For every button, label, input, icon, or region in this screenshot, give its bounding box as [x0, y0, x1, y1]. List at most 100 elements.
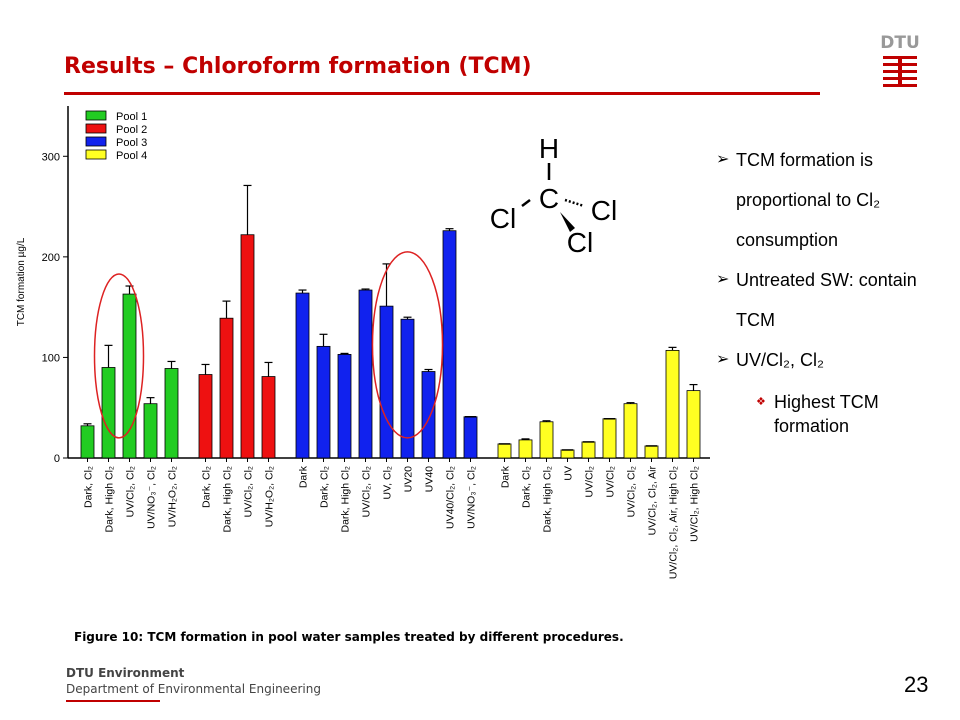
- x-tick-label: UV40/Cl₂, Cl₂: [445, 466, 457, 529]
- x-tick-label: UV/Cl₂: [605, 466, 617, 498]
- bar: [623, 403, 638, 459]
- x-tick-label: UV/H₂O₂, Cl₂: [167, 466, 179, 527]
- x-tick-label: UV20: [403, 466, 415, 492]
- legend-swatch: [85, 110, 107, 121]
- diamond-bullet-icon: ❖: [756, 396, 766, 408]
- x-tick-label: UV/Cl₂: [584, 466, 596, 498]
- bar: [122, 293, 137, 459]
- molecule-c-label: C: [539, 183, 559, 214]
- x-tick-label: Dark, High Cl₂: [542, 466, 554, 533]
- x-tick-label: Dark, Cl₂: [83, 466, 95, 508]
- arrow-bullet-icon: ➢: [716, 151, 730, 168]
- x-tick-label: UV/NO₃⁻, Cl₂: [146, 466, 158, 529]
- bar: [337, 354, 352, 459]
- slide-title: Results – Chloroform formation (TCM): [64, 54, 532, 79]
- bar: [261, 376, 276, 459]
- bar: [101, 367, 116, 459]
- title-underline: [64, 92, 820, 95]
- x-tick-label: UV/Cl₂, Cl₂: [125, 466, 137, 517]
- sub-bullet-text: Highest TCM formation: [774, 392, 879, 436]
- legend-label: Pool 2: [116, 124, 147, 136]
- bar: [80, 425, 95, 459]
- y-axis-label: TCM formation µg/L: [16, 237, 27, 326]
- bar: [518, 439, 533, 459]
- x-tick-label: Dark: [500, 465, 512, 488]
- bullet-item: ➢ UV/Cl₂, Cl₂: [716, 340, 946, 380]
- x-tick-label: Dark: [298, 465, 310, 488]
- bar: [198, 374, 213, 459]
- arrow-bullet-icon: ➢: [716, 271, 730, 288]
- legend-swatch: [85, 136, 107, 147]
- bar: [240, 234, 255, 459]
- legend-label: Pool 4: [116, 150, 147, 162]
- legend-label: Pool 1: [116, 111, 147, 123]
- x-tick-label: UV/Cl₂, Cl₂: [243, 466, 255, 517]
- x-tick-label: Dark, Cl₂: [319, 466, 331, 508]
- molecule-h-label: H: [539, 133, 559, 164]
- x-tick-label: UV/Cl₂, Cl₂, Air: [647, 466, 659, 536]
- y-tick-label: 0: [54, 453, 60, 465]
- legend-swatch: [85, 149, 107, 160]
- bar: [602, 418, 617, 459]
- bar: [539, 421, 554, 459]
- arrow-bullet-icon: ➢: [716, 351, 730, 368]
- x-tick-label: UV: [563, 466, 575, 481]
- bar: [665, 349, 680, 459]
- bar: [560, 449, 575, 459]
- bullet-list: ➢ TCM formation is proportional to Cl₂ co…: [716, 140, 946, 438]
- bullet-item: ➢ TCM formation is proportional to Cl₂ co…: [716, 140, 946, 260]
- bar: [295, 292, 310, 459]
- x-tick-label: Dark, Cl₂: [201, 466, 213, 508]
- bullet-item: ➢ Untreated SW: contain TCM: [716, 260, 946, 340]
- bar: [686, 390, 701, 459]
- bar: [219, 317, 234, 459]
- dtu-logo: DTU: [880, 33, 920, 87]
- dtu-logo-text: DTU: [880, 33, 920, 53]
- bar: [164, 368, 179, 459]
- highlight-ellipse: [371, 251, 444, 439]
- bullet-text: UV/Cl₂, Cl₂: [736, 350, 824, 370]
- x-tick-label: Dark, Cl₂: [521, 466, 533, 508]
- x-tick-label: UV/H₂O₂, Cl₂: [264, 466, 276, 527]
- bar: [421, 371, 436, 459]
- bar: [497, 443, 512, 459]
- footer-org: DTU Environment: [66, 666, 185, 680]
- footer-rule: [66, 700, 160, 702]
- bullet-text: TCM formation is proportional to Cl₂ con…: [736, 150, 881, 250]
- molecule-wedge-bond: [560, 212, 575, 232]
- x-tick-label: UV/NO₃⁻, Cl₂: [466, 466, 478, 529]
- molecule-hashed-bond: [564, 198, 585, 208]
- y-tick-label: 300: [42, 151, 60, 163]
- molecule-cl-label: Cl: [591, 195, 617, 226]
- x-tick-label: UV40: [424, 466, 436, 492]
- bar: [358, 289, 373, 459]
- y-tick-label: 100: [42, 352, 60, 364]
- molecule-bond: [521, 199, 531, 207]
- bar: [379, 305, 394, 459]
- bar: [644, 445, 659, 459]
- bar: [442, 230, 457, 459]
- legend-swatch: [85, 123, 107, 134]
- x-tick-label: UV/Cl₂, Cl₂, Air, High Cl₂: [668, 466, 680, 579]
- x-tick-label: UV, Cl₂: [382, 466, 394, 499]
- bar: [143, 403, 158, 459]
- highlight-ellipse: [93, 273, 145, 439]
- x-tick-label: UV/Cl₂, High Cl₂: [689, 466, 701, 542]
- molecule-cl-label: Cl: [490, 203, 516, 234]
- bar: [316, 345, 331, 459]
- page-number: 23: [904, 672, 929, 697]
- bar: [581, 441, 596, 459]
- x-tick-label: UV/Cl₂, Cl₂: [361, 466, 373, 517]
- figure-caption: Figure 10: TCM formation in pool water s…: [74, 630, 624, 644]
- x-tick-label: Dark, High Cl₂: [222, 466, 234, 533]
- x-tick-label: UV/Cl₂, Cl₂: [626, 466, 638, 517]
- sub-bullet-item: ❖ Highest TCM formation: [716, 390, 946, 438]
- x-tick-label: Dark, High Cl₂: [340, 466, 352, 533]
- legend-label: Pool 3: [116, 137, 147, 149]
- y-tick-label: 200: [42, 252, 60, 264]
- molecule-cl-label: Cl: [567, 227, 593, 258]
- x-tick-label: Dark, High Cl₂: [104, 466, 116, 533]
- bullet-text: Untreated SW: contain TCM: [736, 270, 917, 330]
- bar: [463, 416, 478, 459]
